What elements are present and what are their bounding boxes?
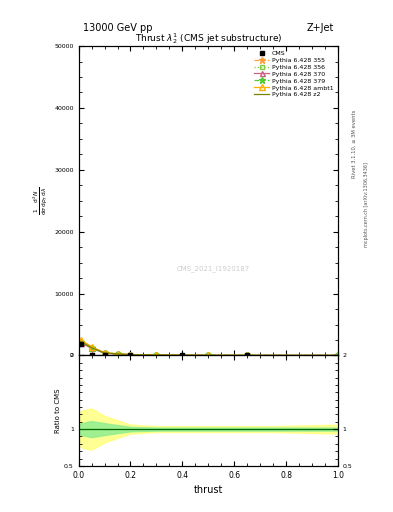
CMS xyxy=(102,352,107,358)
Pythia 6.428 ambt1 xyxy=(115,351,120,357)
CMS xyxy=(79,340,84,347)
CMS xyxy=(128,352,133,358)
Pythia 6.428 379 xyxy=(102,350,107,356)
Pythia 6.428 ambt1 xyxy=(154,352,159,358)
Pythia 6.428 370 xyxy=(336,352,340,358)
Pythia 6.428 370 xyxy=(154,352,159,358)
Pythia 6.428 379 xyxy=(245,352,250,358)
Text: Rivet 3.1.10, ≥ 3M events: Rivet 3.1.10, ≥ 3M events xyxy=(352,109,357,178)
Pythia 6.428 ambt1 xyxy=(89,344,94,350)
CMS xyxy=(245,352,250,358)
CMS xyxy=(89,352,94,358)
Y-axis label: $\frac{1}{\mathrm{d}\sigma}\frac{\mathrm{d}^2N}{\mathrm{d}p_T\,\mathrm{d}\lambda: $\frac{1}{\mathrm{d}\sigma}\frac{\mathrm… xyxy=(32,186,50,215)
Text: 13000 GeV pp: 13000 GeV pp xyxy=(83,23,152,33)
Pythia 6.428 356 xyxy=(336,352,340,358)
Pythia 6.428 z2 xyxy=(336,352,340,358)
Pythia 6.428 370 xyxy=(128,352,133,358)
Pythia 6.428 z2 xyxy=(245,352,250,358)
Pythia 6.428 356 xyxy=(102,350,107,356)
Pythia 6.428 ambt1 xyxy=(245,352,250,358)
Pythia 6.428 356 xyxy=(245,352,250,358)
Pythia 6.428 379 xyxy=(154,352,159,358)
Pythia 6.428 370 xyxy=(245,352,250,358)
Text: CMS_2021_I1920187: CMS_2021_I1920187 xyxy=(177,265,250,272)
Pythia 6.428 355 xyxy=(89,345,94,351)
Line: Pythia 6.428 z2: Pythia 6.428 z2 xyxy=(81,342,338,355)
Pythia 6.428 370 xyxy=(79,340,84,346)
Pythia 6.428 z2 xyxy=(89,345,94,351)
CMS xyxy=(180,352,185,358)
Pythia 6.428 356 xyxy=(154,352,159,358)
Pythia 6.428 356 xyxy=(79,339,84,345)
Text: mcplots.cern.ch [arXiv:1306.3436]: mcplots.cern.ch [arXiv:1306.3436] xyxy=(364,162,369,247)
Title: Thrust $\lambda_{2}^{1}$ (CMS jet substructure): Thrust $\lambda_{2}^{1}$ (CMS jet substr… xyxy=(135,31,282,46)
Pythia 6.428 355 xyxy=(79,339,84,346)
Pythia 6.428 355 xyxy=(336,352,340,358)
Pythia 6.428 379 xyxy=(128,352,133,358)
Pythia 6.428 z2 xyxy=(154,352,159,358)
X-axis label: thrust: thrust xyxy=(194,485,223,495)
Pythia 6.428 356 xyxy=(115,351,120,357)
Pythia 6.428 355 xyxy=(128,352,133,358)
Pythia 6.428 ambt1 xyxy=(128,352,133,358)
Pythia 6.428 ambt1 xyxy=(206,352,211,358)
Line: Pythia 6.428 ambt1: Pythia 6.428 ambt1 xyxy=(78,337,341,358)
Pythia 6.428 355 xyxy=(154,352,159,358)
Text: Z+Jet: Z+Jet xyxy=(307,23,334,33)
Line: Pythia 6.428 379: Pythia 6.428 379 xyxy=(78,339,342,359)
Pythia 6.428 379 xyxy=(89,345,94,351)
Pythia 6.428 356 xyxy=(206,352,211,358)
Pythia 6.428 379 xyxy=(115,351,120,357)
Pythia 6.428 370 xyxy=(206,352,211,358)
Pythia 6.428 z2 xyxy=(115,351,120,357)
Pythia 6.428 z2 xyxy=(128,352,133,358)
Line: CMS: CMS xyxy=(79,342,250,358)
Pythia 6.428 z2 xyxy=(102,350,107,356)
Line: Pythia 6.428 355: Pythia 6.428 355 xyxy=(78,339,342,359)
Pythia 6.428 355 xyxy=(102,350,107,356)
Pythia 6.428 370 xyxy=(115,351,120,357)
Pythia 6.428 356 xyxy=(128,352,133,358)
Legend: CMS, Pythia 6.428 355, Pythia 6.428 356, Pythia 6.428 370, Pythia 6.428 379, Pyt: CMS, Pythia 6.428 355, Pythia 6.428 356,… xyxy=(253,49,335,99)
Pythia 6.428 z2 xyxy=(79,339,84,345)
Pythia 6.428 ambt1 xyxy=(102,350,107,356)
Line: Pythia 6.428 356: Pythia 6.428 356 xyxy=(79,339,340,358)
Pythia 6.428 379 xyxy=(79,339,84,345)
Line: Pythia 6.428 370: Pythia 6.428 370 xyxy=(79,340,341,358)
Pythia 6.428 355 xyxy=(245,352,250,358)
Pythia 6.428 370 xyxy=(89,345,94,351)
Pythia 6.428 379 xyxy=(206,352,211,358)
Pythia 6.428 356 xyxy=(89,345,94,351)
Pythia 6.428 355 xyxy=(115,351,120,357)
Pythia 6.428 370 xyxy=(102,350,107,356)
Pythia 6.428 ambt1 xyxy=(79,337,84,343)
Pythia 6.428 z2 xyxy=(206,352,211,358)
Y-axis label: Ratio to CMS: Ratio to CMS xyxy=(55,389,61,433)
Pythia 6.428 379 xyxy=(336,352,340,358)
Pythia 6.428 355 xyxy=(206,352,211,358)
Pythia 6.428 ambt1 xyxy=(336,352,340,358)
